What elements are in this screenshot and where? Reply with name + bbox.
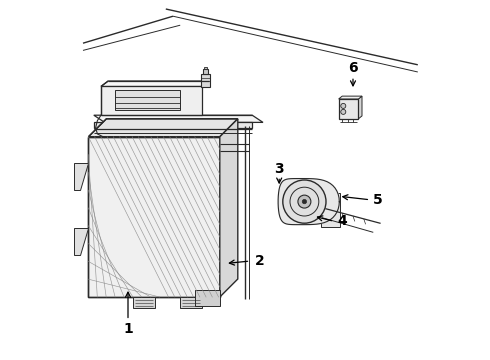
Circle shape <box>283 180 326 223</box>
Polygon shape <box>220 119 238 297</box>
Text: 2: 2 <box>254 254 264 268</box>
Bar <box>201 74 210 87</box>
Circle shape <box>302 199 307 204</box>
Polygon shape <box>101 86 202 115</box>
Text: 5: 5 <box>373 193 383 207</box>
Circle shape <box>298 195 311 208</box>
Polygon shape <box>88 119 238 137</box>
Polygon shape <box>101 81 209 86</box>
Bar <box>339 99 358 119</box>
Polygon shape <box>278 179 339 225</box>
Polygon shape <box>133 297 155 308</box>
Polygon shape <box>94 122 252 128</box>
Text: 3: 3 <box>274 162 284 176</box>
Polygon shape <box>180 297 202 308</box>
Text: 6: 6 <box>348 62 358 75</box>
Polygon shape <box>320 193 341 227</box>
Bar <box>204 67 207 69</box>
Circle shape <box>341 103 346 108</box>
Polygon shape <box>358 96 362 119</box>
Text: 1: 1 <box>123 323 133 336</box>
Text: 4: 4 <box>337 215 347 228</box>
Polygon shape <box>74 228 88 255</box>
Polygon shape <box>339 96 362 99</box>
Polygon shape <box>195 290 220 306</box>
Bar <box>202 69 208 74</box>
Polygon shape <box>88 137 220 297</box>
Circle shape <box>341 109 346 114</box>
Polygon shape <box>74 163 88 190</box>
Polygon shape <box>116 90 180 110</box>
Polygon shape <box>94 115 263 122</box>
